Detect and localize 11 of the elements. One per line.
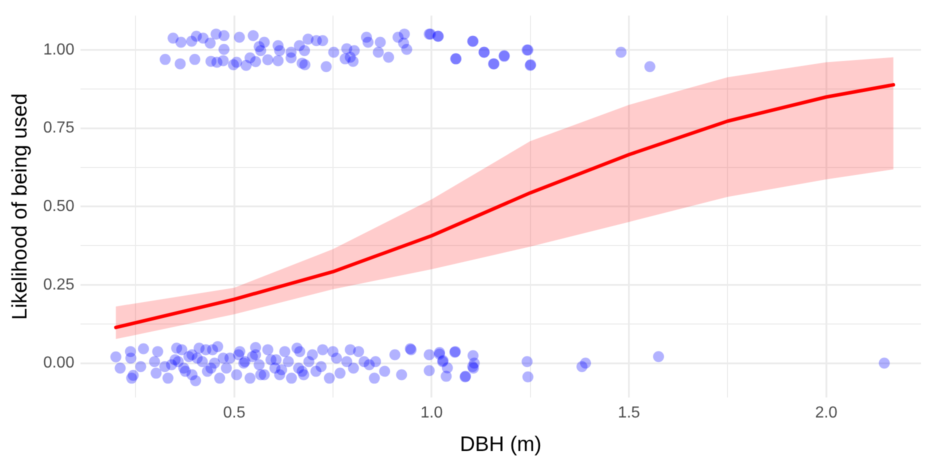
x-tick-label: 0.5 [223, 404, 246, 422]
x-tick-label: 2.0 [815, 404, 838, 422]
x-tick-label: 1.5 [618, 404, 640, 422]
y-tick-label: 0.50 [43, 198, 74, 216]
y-tick-label: 0.00 [43, 354, 74, 372]
y-tick-label: 1.00 [43, 41, 74, 58]
y-tick-label: 0.25 [43, 276, 74, 294]
y-tick-label: 0.75 [43, 120, 74, 137]
x-axis-title: DBH (m) [460, 433, 542, 456]
x-tick-label: 1.0 [420, 404, 443, 422]
y-axis-title: Likelihood of being used [8, 93, 32, 320]
